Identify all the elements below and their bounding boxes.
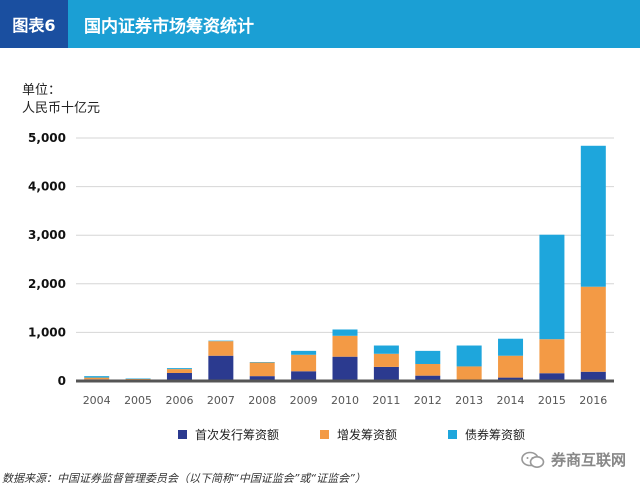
bar-segment-2015-s1 xyxy=(539,339,565,374)
bar-segment-2006-s0 xyxy=(166,372,192,381)
y-tick-label: 3,000 xyxy=(28,228,66,242)
bar-segment-2014-s1 xyxy=(498,355,524,378)
bar-segment-2009-s2 xyxy=(291,350,317,355)
y-tick-label: 5,000 xyxy=(28,131,66,145)
y-tick-label: 1,000 xyxy=(28,325,66,339)
bar-segment-2011-s1 xyxy=(373,353,399,367)
x-tick-label: 2006 xyxy=(165,394,193,407)
legend-item-secondary: 增发筹资额 xyxy=(320,426,397,443)
x-tick-label: 2012 xyxy=(414,394,442,407)
bar-segment-2007-s0 xyxy=(208,355,234,381)
bar-segment-2015-s2 xyxy=(539,234,565,340)
y-tick-label: 0 xyxy=(58,374,66,388)
legend-swatch-secondary xyxy=(320,430,329,439)
bar-segment-2008-s2 xyxy=(249,362,275,363)
x-tick-label: 2010 xyxy=(331,394,359,407)
watermark-text: 券商互联网 xyxy=(550,451,626,469)
bar-segment-2008-s1 xyxy=(249,362,275,377)
bar-segment-2013-s2 xyxy=(456,345,482,367)
legend-label-bond: 债券筹资额 xyxy=(465,428,526,442)
bar-segment-2006-s2 xyxy=(166,368,192,370)
bar-segment-2007-s2 xyxy=(208,340,234,342)
bar-segment-2010-s2 xyxy=(332,329,358,336)
x-tick-label: 2009 xyxy=(290,394,318,407)
bar-segment-2011-s2 xyxy=(373,345,399,354)
x-tick-label: 2014 xyxy=(497,394,525,407)
bar-segment-2016-s2 xyxy=(580,145,606,287)
bar-segment-2015-s0 xyxy=(539,373,565,381)
bar-segment-2013-s1 xyxy=(456,366,482,381)
bar-segment-2004-s1 xyxy=(84,377,110,380)
x-tick-label: 2004 xyxy=(83,394,111,407)
bar-segment-2011-s0 xyxy=(373,366,399,381)
legend-swatch-bond xyxy=(448,430,457,439)
x-tick-label: 2015 xyxy=(538,394,566,407)
bar-segment-2009-s0 xyxy=(291,371,317,381)
y-tick-label: 2,000 xyxy=(28,277,66,291)
bar-segment-2004-s2 xyxy=(84,376,110,378)
x-tick-label: 2013 xyxy=(455,394,483,407)
watermark: 券商互联网 xyxy=(521,449,626,470)
y-tick-label: 4,000 xyxy=(28,180,66,194)
x-tick-label: 2005 xyxy=(124,394,152,407)
bar-segment-2016-s0 xyxy=(580,371,606,381)
figure-tag: 图表6 xyxy=(0,0,68,48)
bar-segment-2007-s1 xyxy=(208,341,234,356)
legend-label-secondary: 增发筹资额 xyxy=(337,428,398,442)
bar-segment-2010-s1 xyxy=(332,335,358,357)
bar-segment-2014-s0 xyxy=(498,377,524,381)
bar-segment-2010-s0 xyxy=(332,356,358,381)
bar-segment-2014-s2 xyxy=(498,338,524,356)
bar-segment-2012-s0 xyxy=(415,375,441,381)
bar-segment-2005-s2 xyxy=(125,378,151,380)
wechat-icon xyxy=(521,451,545,468)
header-bar: 图表6 国内证券市场筹资统计 xyxy=(0,0,640,48)
legend: 首次发行筹资额 增发筹资额 债券筹资额 xyxy=(0,426,640,446)
x-tick-label: 2007 xyxy=(207,394,235,407)
unit-label: 单位： 人民币十亿元 xyxy=(22,82,100,118)
legend-label-ipo: 首次发行筹资额 xyxy=(195,428,280,442)
legend-swatch-ipo xyxy=(178,430,187,439)
bar-segment-2008-s0 xyxy=(249,376,275,381)
figure-title: 国内证券市场筹资统计 xyxy=(84,16,254,37)
legend-item-ipo: 首次发行筹资额 xyxy=(178,426,279,443)
x-tick-label: 2011 xyxy=(372,394,400,407)
unit-line-1: 单位： xyxy=(22,83,62,98)
stacked-bar-chart: 0 1,000 2,000 3,000 4,000 5,000 2004 2005 2006 20… xyxy=(28,131,614,407)
bar-segment-2012-s1 xyxy=(415,363,441,376)
bar-segment-2016-s1 xyxy=(580,286,606,372)
bar-segment-2012-s2 xyxy=(415,350,441,364)
x-tick-label: 2008 xyxy=(248,394,276,407)
unit-line-2: 人民币十亿元 xyxy=(22,101,101,116)
legend-item-bond: 债券筹资额 xyxy=(448,426,525,443)
x-tick-label: 2016 xyxy=(579,394,607,407)
bar-segment-2006-s1 xyxy=(166,369,192,373)
bar-segment-2009-s1 xyxy=(291,354,317,372)
source-note: 数据来源：中国证券监督管理委员会（以下简称“中国证监会”或“证监会”） xyxy=(2,472,366,485)
